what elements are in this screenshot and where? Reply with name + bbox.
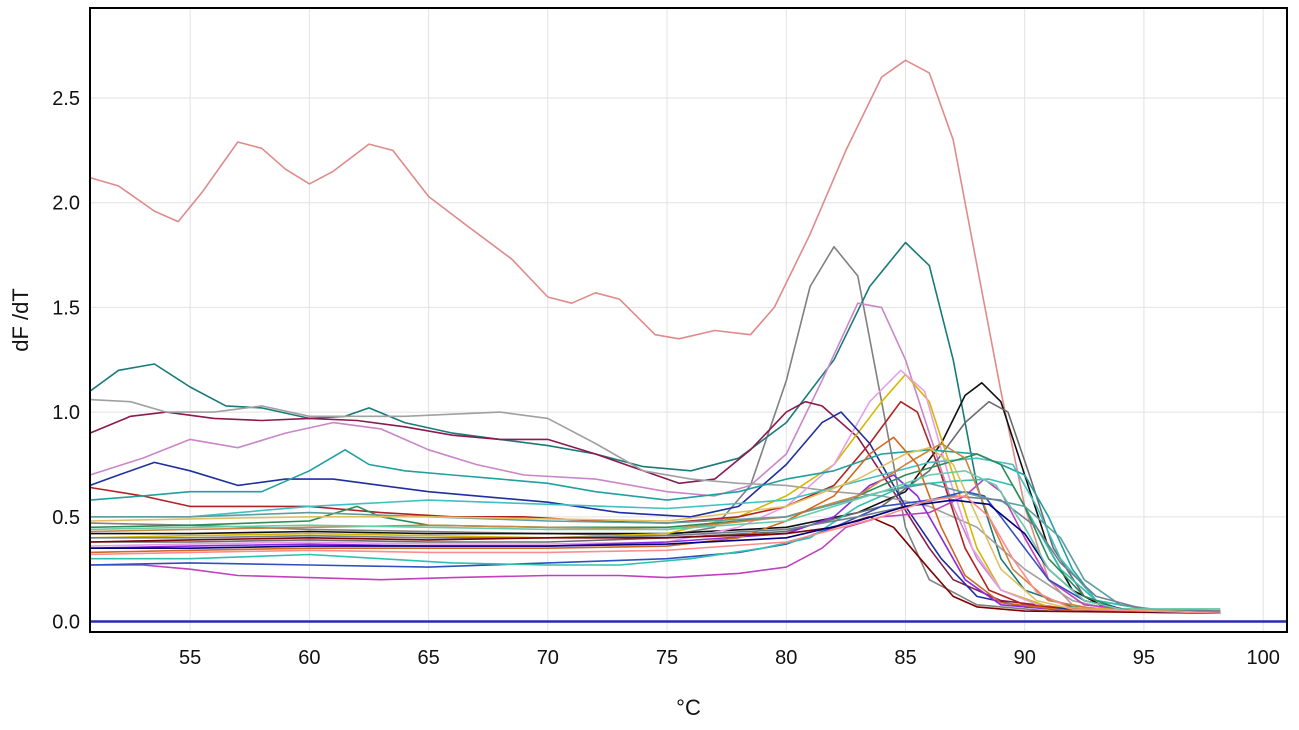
x-tick-label: 65 xyxy=(417,647,439,669)
plot-frame xyxy=(89,7,1288,633)
series-line-17 xyxy=(90,478,1221,612)
series-layer xyxy=(89,59,1221,614)
y-tick-label: 1.5 xyxy=(52,297,80,319)
series-line-21 xyxy=(90,482,1221,612)
x-tick-label: 100 xyxy=(1246,647,1279,669)
series-line-8 xyxy=(90,400,1221,612)
series-line-27 xyxy=(89,495,1221,614)
y-tick-label: 1.0 xyxy=(52,402,80,424)
series-line-5 xyxy=(89,400,1221,612)
y-tick-label: 2.0 xyxy=(52,193,80,215)
x-tick-label: 55 xyxy=(179,647,201,669)
x-axis-title: °C xyxy=(676,695,701,720)
y-tick-label: 2.5 xyxy=(52,88,80,110)
series-line-10 xyxy=(89,369,1221,612)
series-line-16 xyxy=(89,490,1221,612)
y-tick-label: 0.0 xyxy=(52,612,80,634)
series-line-24 xyxy=(90,495,1221,612)
series-line-13 xyxy=(89,449,1221,610)
x-tick-label: 60 xyxy=(298,647,320,669)
x-tick-label: 85 xyxy=(894,647,916,669)
series-line-12 xyxy=(89,411,1221,614)
series-line-2 xyxy=(89,245,1221,612)
series-line-4 xyxy=(89,302,1221,614)
x-tick-label: 90 xyxy=(1014,647,1036,669)
series-line-28 xyxy=(89,470,1221,610)
series-line-22 xyxy=(89,436,1221,614)
y-tick-label: 0.5 xyxy=(52,507,80,529)
series-line-23 xyxy=(89,446,1221,612)
series-line-11 xyxy=(89,400,1221,612)
series-line-15 xyxy=(90,478,1221,614)
x-tick-label: 95 xyxy=(1133,647,1155,669)
x-tick-label: 75 xyxy=(656,647,678,669)
y-axis-title: dF /dT xyxy=(8,288,33,352)
x-tick-label: 70 xyxy=(537,647,559,669)
x-tick-label: 80 xyxy=(775,647,797,669)
series-line-1 xyxy=(89,59,1221,612)
tick-layer: 55 60 65 70 75 80 85 90 95 100 0.0 0.5 1.0 1.5 2.0 2.5 xyxy=(52,88,1280,669)
